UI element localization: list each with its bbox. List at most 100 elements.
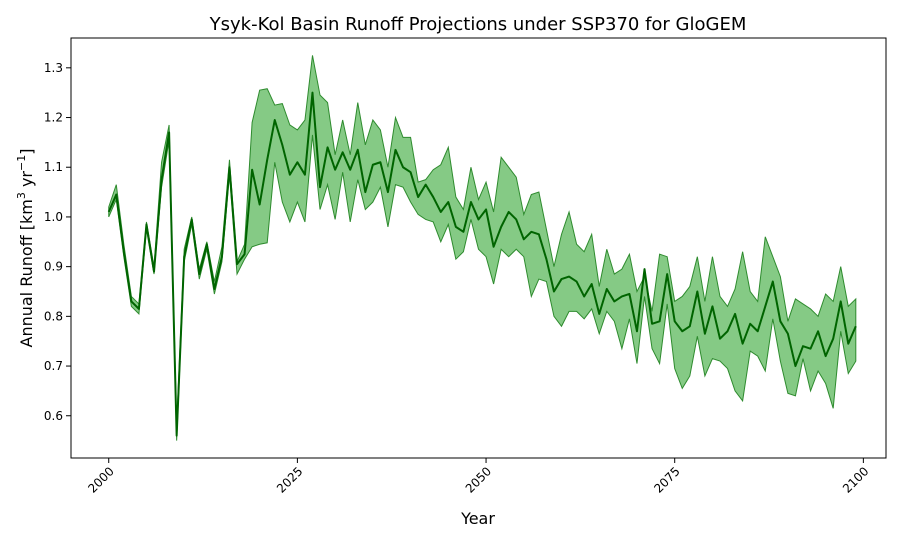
data-point-2044 bbox=[440, 211, 442, 213]
data-point-2092 bbox=[802, 345, 804, 347]
data-point-2067 bbox=[613, 300, 615, 302]
data-point-2006 bbox=[153, 271, 155, 273]
data-point-2036 bbox=[379, 161, 381, 163]
data-point-2075 bbox=[674, 320, 676, 322]
y-tick-label-0.7: 0.7 bbox=[44, 359, 63, 373]
axes-frame bbox=[70, 37, 887, 459]
data-point-2040 bbox=[410, 171, 412, 173]
data-point-2083 bbox=[734, 313, 736, 315]
data-point-2003 bbox=[130, 300, 132, 302]
data-point-2069 bbox=[628, 293, 630, 295]
data-point-2019 bbox=[251, 169, 253, 171]
data-point-2039 bbox=[402, 166, 404, 168]
data-point-2005 bbox=[145, 223, 147, 225]
data-point-2088 bbox=[772, 281, 774, 283]
data-point-2024 bbox=[289, 174, 291, 176]
data-point-2095 bbox=[825, 355, 827, 357]
data-point-2062 bbox=[576, 281, 578, 283]
data-point-2055 bbox=[523, 238, 525, 240]
data-point-2030 bbox=[334, 169, 336, 171]
uncertainty-band bbox=[108, 55, 857, 441]
data-point-2008 bbox=[168, 131, 170, 133]
y-axis-ticks: 0.6 0.7 0.8 0.9 1.0 1.1 1.2 1.3 bbox=[44, 61, 71, 423]
x-tick-label-2100: 2100 bbox=[840, 464, 871, 495]
data-point-2034 bbox=[364, 191, 366, 193]
data-point-2038 bbox=[394, 149, 396, 151]
data-point-2012 bbox=[198, 273, 200, 275]
data-point-2048 bbox=[470, 201, 472, 203]
y-tick-label-0.8: 0.8 bbox=[44, 309, 63, 323]
x-tick-label-2025: 2025 bbox=[274, 464, 305, 495]
data-point-2081 bbox=[719, 338, 721, 340]
data-point-2061 bbox=[568, 276, 570, 278]
data-point-2050 bbox=[485, 208, 487, 210]
data-point-2080 bbox=[711, 305, 713, 307]
data-point-2000 bbox=[108, 211, 110, 213]
data-point-2074 bbox=[666, 273, 668, 275]
median-runoff-line bbox=[107, 91, 857, 437]
data-point-2076 bbox=[681, 330, 683, 332]
data-point-2093 bbox=[810, 348, 812, 350]
data-point-2082 bbox=[727, 330, 729, 332]
data-point-2064 bbox=[591, 283, 593, 285]
data-point-2066 bbox=[606, 288, 608, 290]
data-point-2023 bbox=[281, 144, 283, 146]
plot-area bbox=[70, 37, 887, 459]
data-point-2043 bbox=[432, 196, 434, 198]
data-point-2078 bbox=[696, 290, 698, 292]
y-tick-label-1.3: 1.3 bbox=[44, 61, 63, 75]
data-point-2072 bbox=[651, 323, 653, 325]
x-tick-label-2050: 2050 bbox=[463, 464, 494, 495]
data-point-2029 bbox=[327, 146, 329, 148]
data-point-2089 bbox=[779, 320, 781, 322]
data-point-2059 bbox=[553, 290, 555, 292]
data-point-2041 bbox=[417, 196, 419, 198]
data-point-2098 bbox=[847, 343, 849, 345]
data-point-2045 bbox=[447, 201, 449, 203]
data-point-2058 bbox=[545, 258, 547, 260]
data-point-2053 bbox=[508, 211, 510, 213]
data-point-2096 bbox=[832, 338, 834, 340]
data-point-2002 bbox=[123, 251, 125, 253]
data-point-2027 bbox=[311, 92, 313, 94]
data-point-2009 bbox=[176, 435, 178, 437]
data-point-2090 bbox=[787, 333, 789, 335]
x-tick-label-2000: 2000 bbox=[85, 464, 116, 495]
data-point-2094 bbox=[817, 330, 819, 332]
data-point-2031 bbox=[342, 151, 344, 153]
data-point-2013 bbox=[206, 243, 208, 245]
data-point-2007 bbox=[161, 179, 163, 181]
data-point-2087 bbox=[764, 305, 766, 307]
data-point-2077 bbox=[689, 325, 691, 327]
data-point-2022 bbox=[274, 119, 276, 121]
data-point-2079 bbox=[704, 333, 706, 335]
data-point-2071 bbox=[644, 268, 646, 270]
data-point-2060 bbox=[561, 278, 563, 280]
data-point-2020 bbox=[259, 204, 261, 206]
data-point-2011 bbox=[191, 218, 193, 220]
data-point-2032 bbox=[349, 169, 351, 171]
y-axis-label: Annual Runoff [km3 yr−1] bbox=[15, 149, 36, 348]
data-point-2046 bbox=[455, 226, 457, 228]
x-tick-label-2075: 2075 bbox=[651, 464, 682, 495]
data-point-2063 bbox=[583, 295, 585, 297]
data-point-2015 bbox=[221, 256, 223, 258]
y-tick-label-0.6: 0.6 bbox=[44, 409, 63, 423]
data-point-2052 bbox=[500, 226, 502, 228]
data-point-2057 bbox=[538, 233, 540, 235]
data-point-2021 bbox=[266, 159, 268, 161]
data-point-2042 bbox=[425, 184, 427, 186]
data-point-2086 bbox=[757, 330, 759, 332]
data-point-2026 bbox=[304, 174, 306, 176]
data-point-2028 bbox=[319, 186, 321, 188]
data-point-2018 bbox=[244, 253, 246, 255]
x-axis-ticks: 2000 2025 2050 2075 2100 bbox=[85, 458, 871, 496]
data-point-2016 bbox=[228, 166, 230, 168]
data-point-2084 bbox=[742, 343, 744, 345]
data-point-2056 bbox=[530, 231, 532, 233]
data-point-2017 bbox=[236, 263, 238, 265]
data-point-2049 bbox=[478, 218, 480, 220]
data-point-2004 bbox=[138, 308, 140, 310]
data-point-2025 bbox=[296, 161, 298, 163]
